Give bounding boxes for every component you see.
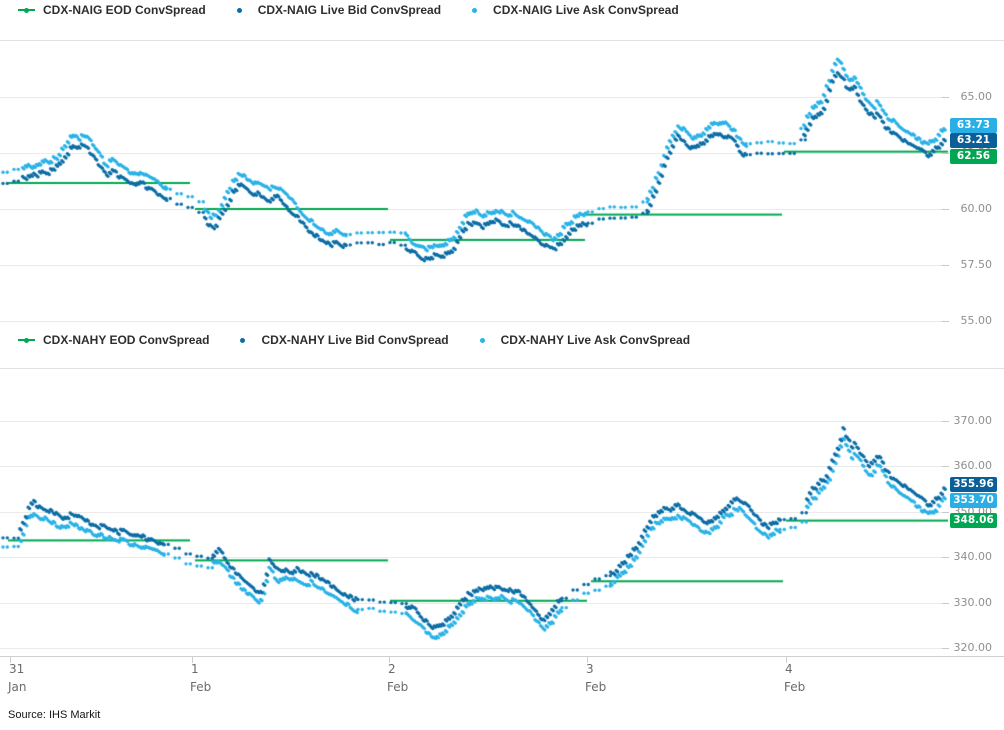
nahy-plot-canvas[interactable] xyxy=(0,368,950,660)
y-tick-label: 65.00 xyxy=(960,90,993,103)
legend-label: CDX-NAIG Live Bid ConvSpread xyxy=(257,3,442,17)
legend-label: CDX-NAHY EOD ConvSpread xyxy=(43,333,210,347)
y-tick-label: 55.00 xyxy=(960,314,993,327)
ask-dot-icon xyxy=(476,335,493,345)
bid-price-tag: 355.96 xyxy=(950,477,997,492)
x-tick-day: 4 xyxy=(785,662,793,676)
x-tick-day: 2 xyxy=(388,662,396,676)
naig-plot-canvas[interactable] xyxy=(0,40,950,332)
legend-label: CDX-NAIG EOD ConvSpread xyxy=(43,3,206,17)
ask-dot-icon xyxy=(468,5,485,15)
bid-price-tag: 63.21 xyxy=(950,133,997,148)
bid-dot-icon xyxy=(233,5,250,15)
x-tick-month: Feb xyxy=(585,680,607,694)
naig-legend: CDX-NAIG EOD ConvSpread CDX-NAIG Live Bid… xyxy=(18,2,706,18)
legend-label: CDX-NAHY Live Bid ConvSpread xyxy=(261,333,449,347)
legend-label: CDX-NAIG Live Ask ConvSpread xyxy=(493,3,679,17)
x-tick-day: 1 xyxy=(191,662,199,676)
eod-price-tag: 348.06 xyxy=(950,513,997,528)
y-tick-label: 57.50 xyxy=(960,258,993,271)
x-tick-day: 3 xyxy=(586,662,594,676)
x-axis-line xyxy=(0,656,1004,657)
x-tick-day: 31 xyxy=(9,662,25,676)
eod-line-marker-icon xyxy=(18,5,35,15)
x-tick-mark xyxy=(10,657,11,663)
y-tick-label: 330.00 xyxy=(953,596,993,609)
y-tick-label: 60.00 xyxy=(960,202,993,215)
bid-dot-icon xyxy=(236,335,253,345)
y-tick-label: 370.00 xyxy=(953,414,993,427)
eod-price-tag: 62.56 xyxy=(950,149,997,164)
ask-price-tag: 63.73 xyxy=(950,118,997,133)
x-tick-month: Feb xyxy=(387,680,409,694)
source-label: Source: IHS Markit xyxy=(8,709,101,721)
legend-item-bid[interactable]: CDX-NAIG Live Bid ConvSpread xyxy=(233,3,441,17)
x-tick-mark xyxy=(389,657,390,663)
nahy-legend: CDX-NAHY EOD ConvSpread CDX-NAHY Live Bid… xyxy=(18,332,717,348)
legend-item-bid[interactable]: CDX-NAHY Live Bid ConvSpread xyxy=(236,333,449,347)
legend-item-eod[interactable]: CDX-NAHY EOD ConvSpread xyxy=(18,333,209,347)
y-tick-label: 360.00 xyxy=(953,459,993,472)
legend-item-ask[interactable]: CDX-NAHY Live Ask ConvSpread xyxy=(476,333,690,347)
ask-price-tag: 353.70 xyxy=(950,493,997,508)
x-tick-mark xyxy=(587,657,588,663)
x-tick-mark xyxy=(786,657,787,663)
x-tick-month: Feb xyxy=(784,680,806,694)
eod-line-marker-icon xyxy=(18,335,35,345)
x-tick-mark xyxy=(192,657,193,663)
legend-item-ask[interactable]: CDX-NAIG Live Ask ConvSpread xyxy=(468,3,679,17)
y-tick-label: 320.00 xyxy=(953,641,993,654)
x-tick-month: Jan xyxy=(8,680,27,694)
legend-item-eod[interactable]: CDX-NAIG EOD ConvSpread xyxy=(18,3,206,17)
x-tick-month: Feb xyxy=(190,680,212,694)
y-tick-label: 340.00 xyxy=(953,550,993,563)
legend-label: CDX-NAHY Live Ask ConvSpread xyxy=(500,333,691,347)
